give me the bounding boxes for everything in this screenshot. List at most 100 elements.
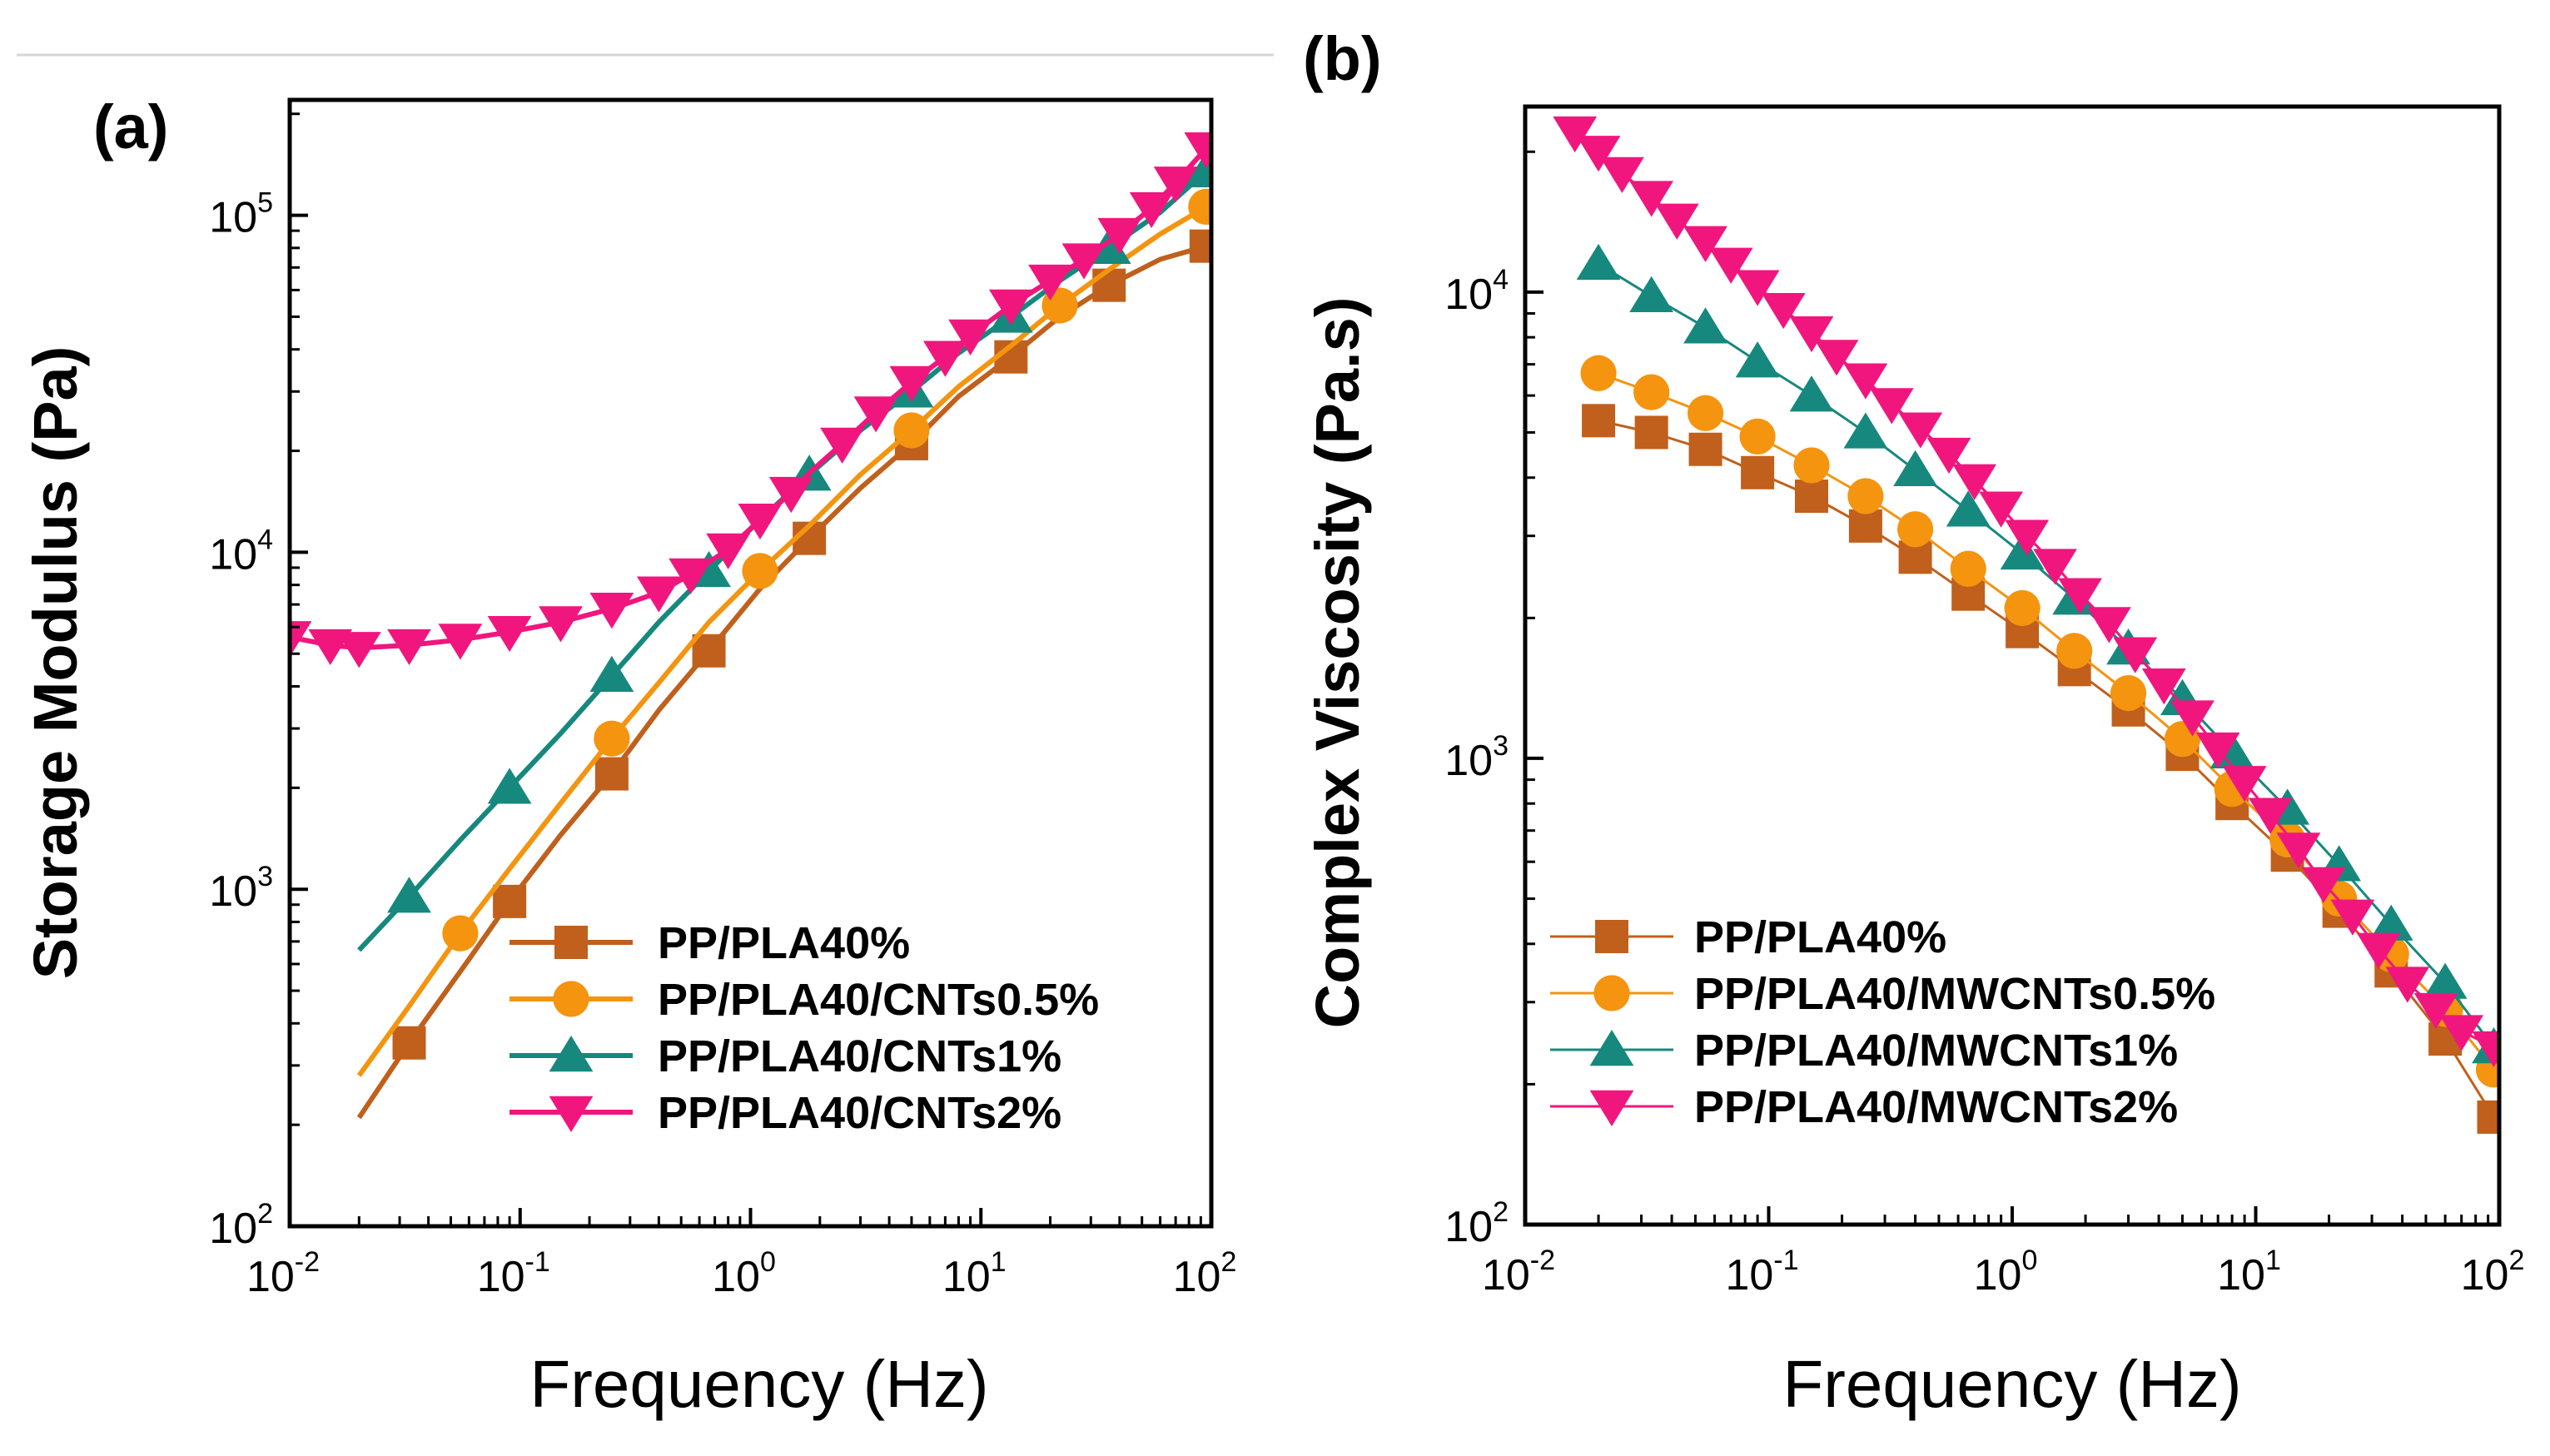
series-3-marker <box>2276 832 2321 869</box>
series-3-marker <box>988 289 1033 325</box>
series-3-marker <box>1129 191 1174 229</box>
x-tick-label: 10-1 <box>1725 1245 1798 1299</box>
series-3-marker <box>1898 412 1943 449</box>
panel-b-axes: 10-2 10-1 100 101 102 102 103 104 <box>1444 150 2524 1299</box>
series-3-marker <box>1789 316 1834 353</box>
series-3-marker <box>438 624 483 660</box>
legend-label: PP/PLA40/CNTs2% <box>658 1088 1061 1138</box>
series-1-marker <box>1687 395 1724 431</box>
series-1-marker <box>2110 674 2147 712</box>
series-0-marker <box>1092 268 1126 302</box>
x-tick-label: 10-2 <box>1482 1245 1555 1299</box>
panel-a-storage-modulus: (a) 10-2 10-1 100 101 102 102 103 104 105 Freque… <box>21 92 1236 1421</box>
series-2-marker <box>487 768 532 804</box>
series-3-marker <box>2195 732 2240 769</box>
x-tick-label: 100 <box>1974 1245 2038 1299</box>
series-0-marker <box>1582 404 1616 438</box>
legend-marker <box>554 926 588 959</box>
series-3-marker <box>1843 363 1888 400</box>
series-3-marker <box>2086 607 2131 644</box>
series-3-marker <box>2113 637 2158 673</box>
panel-a-y-axis-title: Storage Modulus (Pa) <box>21 346 90 980</box>
legend-label: PP/PLA40/MWCNTs2% <box>1694 1082 2178 1132</box>
legend-label: PP/PLA40/MWCNTs1% <box>1694 1026 2178 1076</box>
series-2-line <box>357 169 1208 952</box>
series-3-marker <box>669 558 713 594</box>
series-3-marker <box>1814 340 1859 376</box>
legend-label: PP/PLA40/CNTs0.5% <box>658 975 1099 1025</box>
series-3-marker <box>1735 270 1780 306</box>
series-1-marker <box>1633 374 1670 410</box>
series-3-marker <box>768 476 813 514</box>
series-1-marker <box>1950 550 1986 587</box>
series-3-marker <box>2413 992 2458 1030</box>
series-3-marker <box>2301 867 2346 903</box>
series-3-marker <box>948 319 992 355</box>
series-3-marker <box>2170 700 2214 737</box>
legend-marker <box>1595 920 1628 953</box>
x-tick-label: 101 <box>942 1246 1007 1301</box>
legend-marker <box>549 1096 594 1132</box>
series-3-marker <box>487 615 532 653</box>
legend-marker <box>549 1036 594 1072</box>
series-3-marker <box>290 621 312 658</box>
series-0-marker <box>692 634 726 668</box>
panel-a-label: (a) <box>93 92 168 162</box>
series-3-marker <box>1599 157 1644 193</box>
panel-a-legend: PP/PLA40% PP/PLA40/CNTs0.5% PP/PLA40/CNTs1… <box>510 918 1099 1138</box>
series-3-marker <box>2058 578 2102 614</box>
series-3-marker <box>738 503 783 540</box>
series-1-marker <box>742 553 778 589</box>
series-0-marker <box>1634 415 1668 450</box>
series-0-marker <box>1741 455 1775 489</box>
series-3-marker <box>706 533 751 569</box>
series-3-marker <box>2033 549 2077 585</box>
series-2-marker <box>1843 412 1888 449</box>
series-2-marker <box>1946 490 1991 527</box>
series-0-marker <box>594 757 629 791</box>
series-3-marker <box>853 396 898 433</box>
y-tick-label: 103 <box>209 861 273 916</box>
series-1-marker <box>1580 355 1617 391</box>
series-3-marker <box>820 427 865 464</box>
series-0-marker <box>2477 1100 2499 1134</box>
series-3-marker <box>1061 243 1106 280</box>
series-2-marker <box>1683 307 1727 344</box>
y-tick-label: 105 <box>209 187 273 242</box>
series-2-marker <box>2000 533 2045 570</box>
series-3-marker <box>2439 1015 2484 1051</box>
legend-label: PP/PLA40/CNTs1% <box>658 1031 1061 1081</box>
series-2-marker <box>1629 276 1674 312</box>
series-1-marker <box>2056 633 2093 669</box>
series-3-marker <box>1184 132 1211 169</box>
series-2-marker <box>1735 341 1780 378</box>
series-3-marker <box>2356 932 2401 969</box>
series-1-marker <box>1793 447 1830 484</box>
series-2-marker <box>2423 962 2468 999</box>
legend-label: PP/PLA40/MWCNTs0.5% <box>1694 969 2215 1019</box>
series-1-marker <box>893 412 930 449</box>
series-3-marker <box>922 340 967 377</box>
series-3-marker <box>2005 519 2050 556</box>
x-tick-label: 102 <box>1173 1246 1237 1301</box>
series-3-marker <box>2472 1031 2499 1068</box>
series-1-marker <box>594 720 630 757</box>
series-2-marker <box>1576 243 1621 281</box>
series-3-marker <box>2385 967 2430 1003</box>
series-3-marker <box>2330 899 2375 936</box>
panel-a-series <box>290 132 1211 1120</box>
legend-label: PP/PLA40% <box>658 918 910 968</box>
series-1-line <box>1598 371 2495 1071</box>
series-1-marker <box>1847 478 1884 514</box>
panel-b-complex-viscosity: (b) 10-2 10-1 100 101 102 102 103 104 Frequency… <box>1303 24 2524 1421</box>
series-2-marker <box>387 877 431 913</box>
series-3-marker <box>1952 464 1997 500</box>
y-tick-label: 103 <box>1444 730 1509 785</box>
series-3-marker <box>2248 798 2293 834</box>
x-tick-label: 101 <box>2217 1245 2281 1299</box>
series-3-marker <box>1654 203 1699 240</box>
series-3-marker <box>1153 166 1198 203</box>
panel-b-x-axis-title: Frequency (Hz) <box>1782 1347 2241 1421</box>
series-3-marker <box>1629 181 1674 217</box>
